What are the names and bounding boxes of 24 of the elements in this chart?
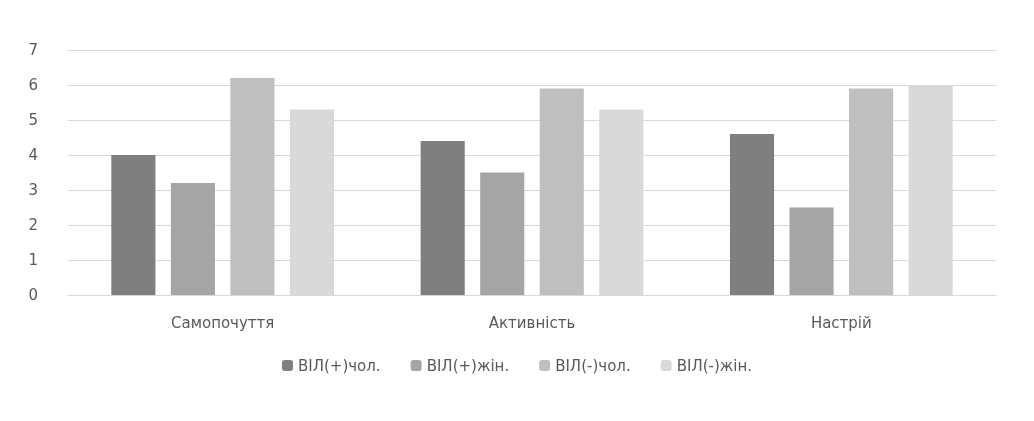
- x-tick-label: Настрій: [810, 313, 872, 332]
- bar: [789, 207, 834, 295]
- bar: [230, 78, 275, 295]
- x-tick-label: Самопочуття: [170, 313, 275, 332]
- y-tick-label: 0: [28, 286, 38, 304]
- bar: [480, 172, 525, 295]
- y-tick-label: 3: [28, 181, 38, 199]
- bar: [170, 183, 215, 295]
- legend-label: ВІЛ(+)жін.: [426, 356, 510, 375]
- bar: [539, 88, 584, 295]
- bar: [849, 88, 894, 295]
- y-tick-label: 1: [28, 251, 38, 269]
- y-tick-label: 7: [28, 41, 38, 59]
- y-tick-label: 5: [28, 111, 38, 129]
- bar: [420, 141, 465, 295]
- y-tick-label: 2: [28, 216, 38, 234]
- legend-label: ВІЛ(+)чол.: [297, 356, 381, 375]
- x-tick-label: Активність: [488, 313, 576, 332]
- legend-label: ВІЛ(-)чол.: [555, 356, 631, 375]
- bar: [729, 134, 775, 295]
- y-tick-label: 6: [28, 76, 38, 94]
- bar: [111, 155, 156, 295]
- y-tick-label: 4: [28, 146, 38, 164]
- legend-label: ВІЛ(-)жін.: [676, 356, 753, 375]
